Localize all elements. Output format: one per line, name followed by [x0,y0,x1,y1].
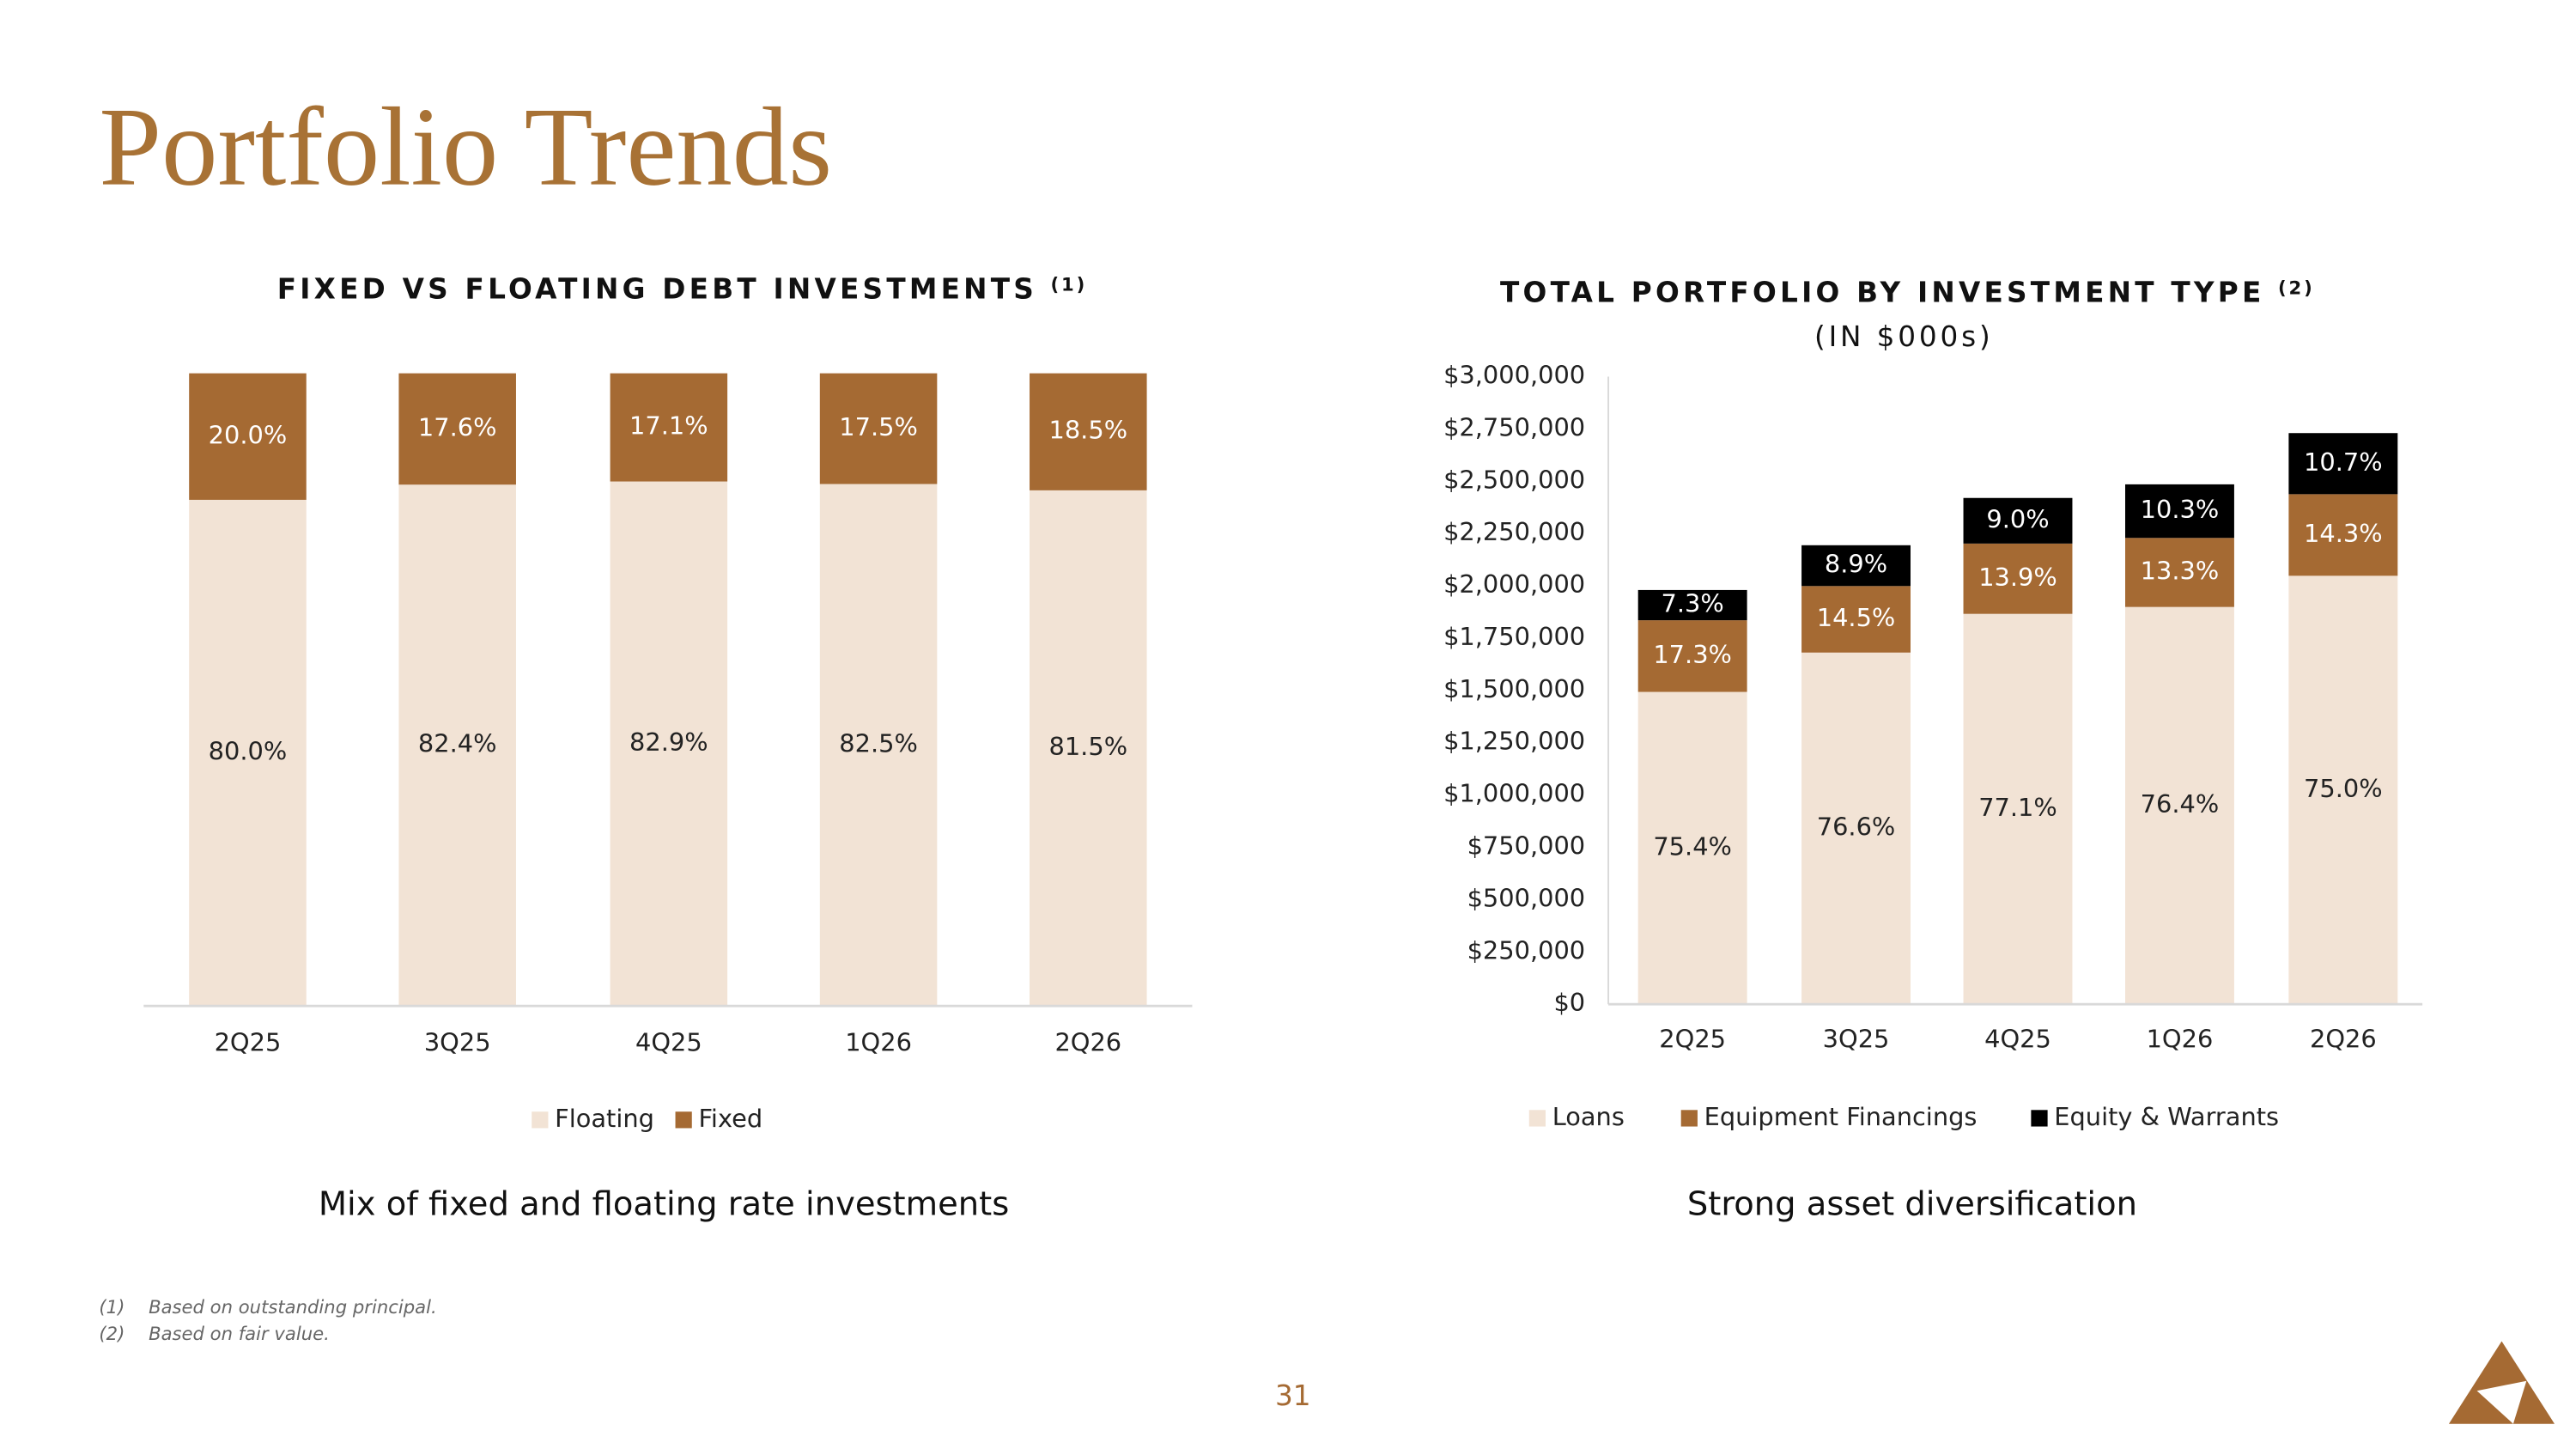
data-label: 77.1% [1978,793,2057,822]
bar-segment [189,373,307,500]
x-tick-label: 2Q25 [215,1027,282,1056]
title-note: (2) [2278,277,2315,299]
chart-caption: Strong asset diversification [1687,1184,2137,1223]
page-number: 31 [1275,1379,1311,1412]
data-label: 14.3% [2304,519,2383,548]
y-tick-label: $1,250,000 [1443,727,1585,756]
data-label: 10.7% [2304,447,2383,477]
legend-label: Equipment Financings [1704,1102,1978,1131]
legend-swatch [1680,1110,1698,1127]
data-label: 76.6% [1817,812,1896,841]
bar-segment [2125,484,2234,539]
slide-title: Portfolio Trends [99,85,832,210]
data-label: 8.9% [1825,550,1887,579]
x-tick-label: 2Q26 [1054,1027,1121,1056]
x-tick-label: 1Q26 [2147,1025,2214,1054]
y-tick-label: $1,500,000 [1443,674,1585,703]
legend-swatch [2031,1110,2048,1127]
bar-segment [1963,497,2073,544]
legend-swatch [1528,1110,1546,1127]
data-label: 82.4% [418,729,497,758]
bar-segment [1637,620,1747,692]
bar-segment [1963,543,2073,614]
y-tick-label: $1,750,000 [1443,622,1585,651]
bar-segment [189,499,307,1007]
footnote: Based on outstanding principal. [149,1296,437,1318]
data-label: 17.6% [418,412,497,441]
y-tick-label: $1,000,000 [1443,779,1585,808]
bar-segment [1801,586,1911,653]
legend-label: Floating [555,1104,654,1133]
data-label: 17.3% [1653,640,1732,669]
data-label: 82.5% [839,728,918,758]
data-label: 81.5% [1049,732,1128,761]
y-tick-label: $750,000 [1467,831,1586,861]
chart-title: TOTAL PORTFOLIO BY INVESTMENT TYPE [1500,276,2265,308]
bar-segment [1801,545,1911,587]
bar-segment [1637,691,1747,1005]
data-label: 7.3% [1662,589,1724,618]
x-tick-label: 4Q25 [1984,1025,2051,1054]
bar-segment [610,481,728,1007]
x-tick-label: 3Q25 [1823,1025,1890,1054]
bar-segment [398,373,516,485]
x-tick-label: 3Q25 [424,1027,491,1056]
data-label: 80.0% [209,737,288,766]
x-tick-label: 1Q26 [845,1027,912,1056]
x-tick-label: 2Q25 [1659,1025,1726,1054]
y-tick-label: $3,000,000 [1443,360,1585,389]
y-tick-label: $2,250,000 [1443,517,1585,546]
logo [2448,1341,2555,1424]
bar-segment [1030,490,1147,1007]
footnote-marker: (2) [99,1323,125,1344]
data-label: 10.3% [2141,495,2220,524]
data-label: 82.9% [629,728,708,757]
legend-label: Equity & Warrants [2054,1102,2279,1131]
legend-swatch [532,1111,549,1129]
data-label: 17.1% [629,411,708,441]
y-tick-label: $500,000 [1467,883,1586,912]
y-tick-label: $0 [1553,988,1585,1017]
legend-label: Loans [1552,1102,1625,1131]
y-tick-label: $2,750,000 [1443,412,1585,441]
bar-segment [819,373,938,484]
chart-caption: Mix of fixed and floating rate investmen… [319,1184,1009,1223]
legend-swatch [675,1111,692,1129]
bar-segment [1637,589,1747,621]
bar-segment [398,484,516,1007]
title-note: (1) [1050,274,1087,295]
bar-segment [2288,494,2398,576]
data-label: 14.5% [1817,603,1896,632]
data-label: 18.5% [1049,416,1128,445]
chart-subtitle: (IN $000s) [1814,320,1994,353]
x-tick-label: 2Q26 [2310,1025,2377,1054]
data-label: 76.4% [2141,789,2220,819]
data-label: 20.0% [209,420,288,449]
bar-segment [610,373,728,482]
bar-segment [2288,433,2398,495]
data-label: 13.9% [1978,563,2057,592]
data-label: 75.4% [1653,831,1732,861]
legend-label: Fixed [698,1104,762,1133]
data-label: 13.3% [2141,556,2220,585]
bar-segment [1030,373,1147,490]
data-label: 17.5% [839,412,918,441]
bar-segment [1963,613,2073,1005]
data-label: 9.0% [1986,504,2049,533]
y-tick-label: $250,000 [1467,935,1586,965]
bar-segment [819,484,938,1007]
data-label: 75.0% [2304,774,2383,803]
y-tick-label: $2,000,000 [1443,569,1585,599]
x-tick-label: 4Q25 [635,1027,702,1056]
chart-title: FIXED VS FLOATING DEBT INVESTMENTS [277,272,1037,305]
y-tick-label: $2,500,000 [1443,465,1585,494]
bar-segment [2125,538,2234,607]
footnote: Based on fair value. [149,1323,330,1344]
footnote-marker: (1) [99,1296,125,1318]
bar-segment [1801,652,1911,1005]
bar-segment [2288,575,2398,1005]
bar-segment [2125,606,2234,1005]
